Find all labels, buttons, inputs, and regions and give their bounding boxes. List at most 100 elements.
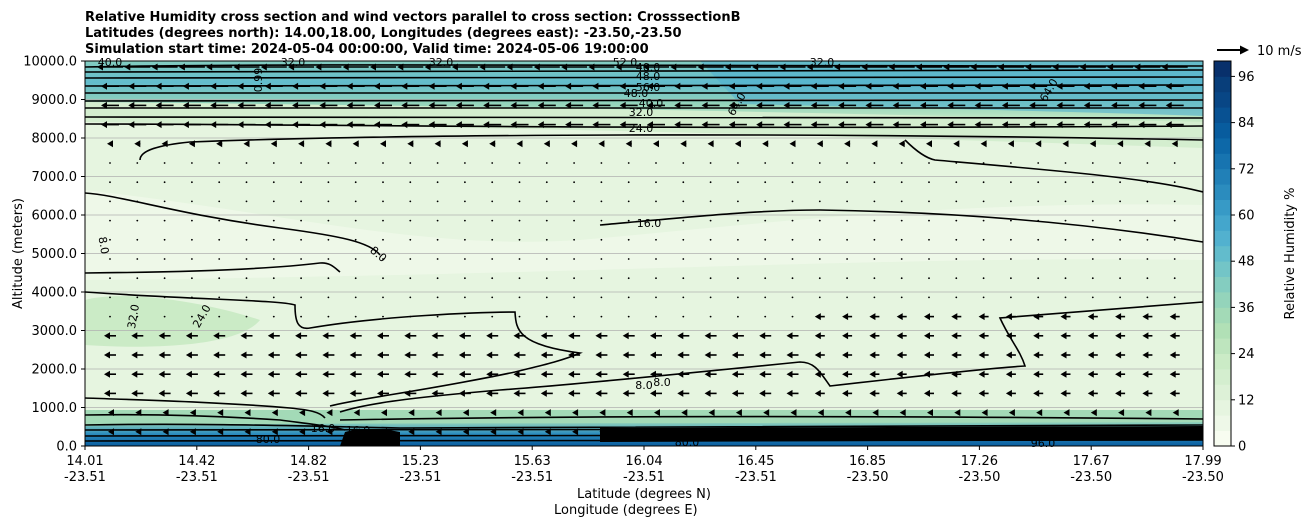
wind-vector xyxy=(464,181,466,184)
wind-vector xyxy=(920,121,938,129)
wind-vector xyxy=(842,351,853,359)
wind-vector xyxy=(818,219,821,222)
wind-vector xyxy=(954,428,961,436)
contour-label: 8.0 xyxy=(653,376,671,389)
wind-vector xyxy=(951,370,962,378)
wind-vector xyxy=(735,409,742,417)
wind-vector xyxy=(518,162,521,164)
wind-vector xyxy=(953,140,960,148)
wind-vector xyxy=(545,200,548,203)
wind-vector xyxy=(869,313,880,321)
wind-vector xyxy=(104,332,116,340)
wind-vector xyxy=(764,258,767,260)
wind-vector xyxy=(764,296,767,299)
wind-vector xyxy=(818,296,821,299)
wind-vector xyxy=(573,315,575,318)
wind-vector xyxy=(161,140,168,148)
colorbar-swatch xyxy=(1214,338,1231,354)
wind-vector xyxy=(974,82,993,90)
contour-label: 16.0 xyxy=(637,217,662,230)
wind-vector xyxy=(128,101,147,109)
wind-vector xyxy=(182,82,201,90)
contour-label: 0.99 xyxy=(252,68,265,93)
wind-vector xyxy=(267,370,280,378)
wind-vector xyxy=(734,140,741,148)
wind-vector xyxy=(543,140,550,148)
x-tick-label-lon: -23.51 xyxy=(735,470,777,485)
wind-vector xyxy=(892,101,911,109)
wind-vector xyxy=(920,101,938,109)
wind-vector xyxy=(491,296,494,299)
wind-vector xyxy=(873,277,876,280)
colorbar-tick-label: 72 xyxy=(1238,162,1255,177)
contour-label: 32.0 xyxy=(810,56,835,69)
wind-vector xyxy=(349,370,362,378)
wind-vector xyxy=(354,315,357,318)
wind-vector xyxy=(237,101,256,109)
wind-vector xyxy=(240,370,253,378)
wind-vector xyxy=(814,313,825,321)
wind-vector xyxy=(136,162,139,164)
wind-vector xyxy=(573,296,575,299)
wind-vector xyxy=(764,219,767,222)
wind-vector xyxy=(109,238,111,241)
wind-vector xyxy=(267,389,280,397)
wind-vector xyxy=(409,200,412,203)
colorbar-swatch xyxy=(1214,307,1231,324)
wind-vector xyxy=(136,181,139,184)
wind-vector xyxy=(1165,101,1184,109)
wind-vector xyxy=(163,277,166,280)
wind-vector xyxy=(704,351,717,359)
wind-vector xyxy=(1087,370,1098,378)
wind-vector xyxy=(682,181,685,184)
wind-vector xyxy=(409,315,412,318)
wind-vector xyxy=(595,351,608,359)
wind-vector xyxy=(271,428,278,436)
wind-vector xyxy=(810,101,829,109)
x-tick-label-lat: 17.99 xyxy=(1184,454,1221,469)
wind-vector xyxy=(682,315,685,318)
wind-vector xyxy=(491,238,494,241)
wind-vector xyxy=(571,140,578,148)
contour-label: 40.0 xyxy=(98,56,123,69)
wind-vector xyxy=(982,238,985,241)
colorbar-swatch xyxy=(1214,61,1231,77)
wind-vector xyxy=(709,219,712,222)
wind-vector xyxy=(1005,389,1016,397)
wind-vector xyxy=(1064,277,1067,280)
wind-vector xyxy=(928,238,930,241)
x-tick-label-lat: 14.01 xyxy=(66,454,103,469)
x-tick-label-lon: -23.50 xyxy=(847,470,889,485)
wind-vector xyxy=(1010,181,1012,184)
wind-vector xyxy=(1119,277,1121,280)
contour-line xyxy=(85,116,1203,120)
wind-vector xyxy=(592,101,611,109)
wind-vector xyxy=(647,121,665,129)
wind-vector xyxy=(136,315,139,318)
wind-vector xyxy=(163,200,166,203)
wind-vector xyxy=(1119,162,1121,164)
y-tick-label: 3000.0 xyxy=(32,324,78,339)
contour-labels: 40.032.032.052.032.040.048.056.048.040.0… xyxy=(96,56,1061,450)
wind-vector xyxy=(162,409,169,417)
wind-vector xyxy=(573,200,575,203)
wind-vector xyxy=(625,140,632,148)
wind-vector xyxy=(1037,181,1040,184)
wind-vector xyxy=(213,351,226,359)
wind-vector xyxy=(786,370,799,378)
wind-vector xyxy=(107,140,113,148)
wind-vector xyxy=(218,219,221,222)
wind-vector xyxy=(737,315,739,318)
wind-vector xyxy=(272,219,275,222)
wind-vector xyxy=(1008,428,1015,436)
wind-vector xyxy=(288,63,315,71)
wind-vector xyxy=(1161,63,1188,71)
wind-vector xyxy=(1010,258,1012,260)
wind-vector xyxy=(682,219,685,222)
wind-vector xyxy=(681,409,688,417)
wind-vector xyxy=(1165,121,1184,129)
wind-vector xyxy=(1029,121,1048,129)
wind-vector xyxy=(1064,181,1067,184)
wind-vector xyxy=(846,258,848,260)
wind-vector xyxy=(626,428,633,436)
